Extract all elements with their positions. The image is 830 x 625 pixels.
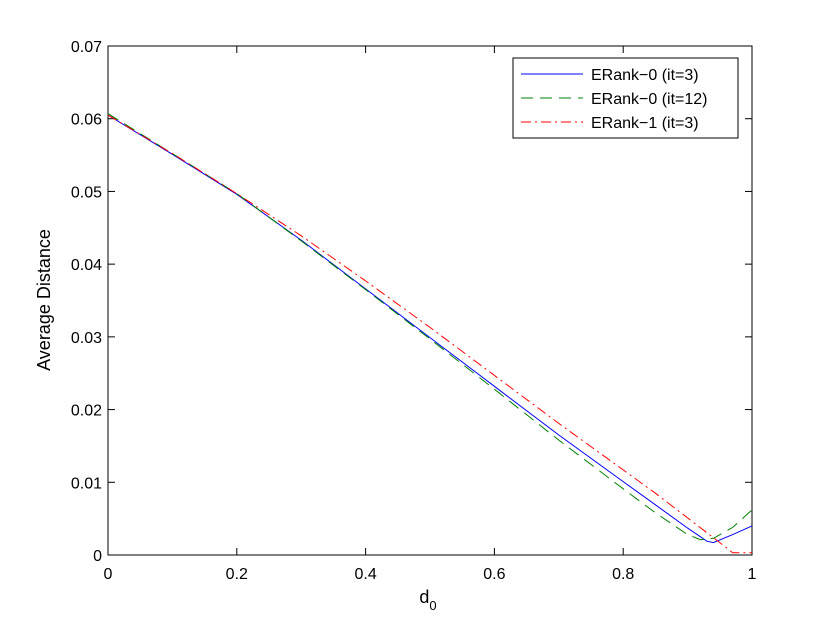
legend-label-3: ERank−1 (it=3) bbox=[591, 115, 699, 132]
legend-label-1: ERank−0 (it=3) bbox=[591, 67, 699, 84]
series-layer bbox=[107, 113, 753, 554]
y-axis-label: Average Distance bbox=[34, 229, 54, 371]
y-tick-label: 0.03 bbox=[71, 330, 102, 347]
y-tick-label: 0.01 bbox=[71, 475, 102, 492]
x-tick-label: 0.6 bbox=[483, 566, 505, 583]
x-tick-label: 0 bbox=[104, 566, 113, 583]
x-axis-label-subscript: 0 bbox=[429, 598, 436, 613]
x-axis-label-main: d bbox=[419, 587, 429, 607]
x-axis-label: d0 bbox=[419, 587, 436, 613]
series-line-3 bbox=[107, 114, 752, 554]
y-tick-label: 0.07 bbox=[71, 39, 102, 56]
legend-label-2: ERank−0 (it=12) bbox=[591, 91, 708, 108]
legend: ERank−0 (it=3) ERank−0 (it=12) ERank−1 (it… bbox=[512, 57, 739, 139]
y-tick-label: 0.04 bbox=[71, 257, 102, 274]
series-line-2 bbox=[107, 113, 753, 541]
legend-entries: ERank−0 (it=3) ERank−0 (it=12) ERank−1 (it… bbox=[521, 67, 708, 132]
y-tick-label: 0.05 bbox=[71, 184, 102, 201]
axis-ticks: 0 0.2 0.4 0.6 0.8 1 0 0.01 0.02 0.03 0.04 0.05 0.06 0… bbox=[71, 39, 757, 583]
y-tick-label: 0.02 bbox=[71, 403, 102, 420]
x-tick-label: 1 bbox=[748, 566, 757, 583]
x-tick-label: 0.4 bbox=[354, 566, 376, 583]
y-tick-label: 0.06 bbox=[71, 112, 102, 129]
x-tick-label: 0.8 bbox=[612, 566, 634, 583]
x-tick-label: 0.2 bbox=[226, 566, 248, 583]
y-tick-label: 0 bbox=[93, 548, 102, 565]
